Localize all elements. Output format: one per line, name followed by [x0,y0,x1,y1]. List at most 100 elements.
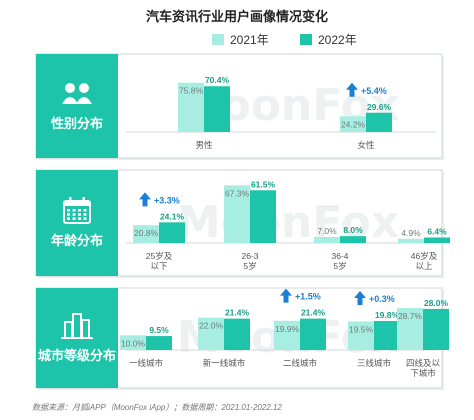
bar-2021 [120,335,146,350]
person-head-2 [79,83,89,93]
category-label: 女性 [357,140,375,150]
category-label: 46岁及 [411,251,438,261]
bar-2021 [314,237,340,243]
calendar-cell [67,213,70,216]
value-label-2022: 24.1% [160,211,185,221]
bar-2021 [178,82,204,132]
bar-2022 [224,318,250,350]
bar-2022 [159,222,185,243]
bar-2021 [224,185,250,243]
calendar-cell [72,217,76,220]
legend-label-2022: 2022年 [318,33,357,47]
bar-2021 [198,317,224,350]
bar-2022 [300,318,326,350]
category-label: 四线及以 [406,358,441,368]
calendar-cell [72,209,76,212]
bar-2022 [374,320,400,350]
value-label-2021: 19.9% [275,324,300,334]
panel-label-block [36,54,118,158]
calendar-cell [83,217,87,220]
legend-swatch-2022 [300,34,312,45]
value-label-2022: 6.4% [427,227,447,237]
bar-2021 [348,321,374,350]
legend-swatch-2021 [212,34,224,45]
category-label: 男性 [195,140,213,150]
bar-2022 [423,308,449,350]
bar-2021 [274,320,300,350]
legend-item-2021: 2021年 [212,33,269,47]
chart-panel-3: 城市等级分布MoonFox10.0%9.5%一线城市22.0%21.4%新一线城… [35,287,449,390]
up-arrow-icon [346,82,358,97]
person-head-1 [65,83,75,93]
category-label: 以上 [415,261,433,271]
change-annotation: +5.4% [361,86,387,96]
calendar-ring-1 [69,197,72,203]
value-label-2021: 20.8% [134,228,159,238]
value-label-2022: 8.0% [343,225,363,235]
calendar-cell [78,213,81,216]
panel-label: 性别分布 [51,116,103,131]
panel-label: 年龄分布 [51,233,103,248]
value-label-2021: 10.0% [121,338,146,348]
calendar-cell [67,217,70,220]
value-label-2022: 29.6% [367,102,392,112]
person-body-2 [76,97,92,104]
category-label: 新一线城市 [203,358,246,368]
bar-2022 [366,112,392,132]
person-body-1 [62,97,78,104]
change-annotation: +0.3% [369,294,395,304]
bar-2022 [340,236,366,243]
bar-2022 [424,237,450,243]
calendar-cell [72,213,76,216]
category-label: 26-3 [241,251,258,261]
value-label-2022: 21.4% [225,308,250,318]
value-label-2021: 28.7% [398,311,423,321]
calendar-ring-2 [82,197,85,203]
calendar-header [64,201,90,206]
legend: 2021年 2022年 [0,33,474,47]
value-label-2022: 70.4% [205,75,230,85]
category-label: 5岁 [333,261,346,271]
legend-label-2021: 2021年 [230,33,269,47]
category-label: 下城市 [410,368,436,378]
bar-2021 [133,225,159,243]
calendar-cell [83,209,87,212]
bar-2021 [340,116,366,132]
bar-2021 [397,307,423,350]
category-label: 二线城市 [283,358,318,368]
panel-label: 城市等级分布 [38,348,116,363]
bar-2021 [398,238,424,243]
value-label-2021: 24.2% [341,119,366,129]
data-source-footer: 数据来源：月狐iAPP（MoonFox iApp）；数据周期：2021.01-2… [32,403,282,412]
up-arrow-icon [139,192,151,207]
bar-2022 [146,336,172,350]
value-label-2022: 61.5% [251,179,276,189]
category-label: 三线城市 [357,358,392,368]
value-label-2021: 7.0% [317,226,337,236]
value-label-2021: 67.3% [225,188,250,198]
city-buildings-icon-2 [61,313,93,339]
people-icon-0 [62,83,92,104]
category-label: 5岁 [243,261,256,271]
up-arrow-icon [280,288,292,303]
calendar-cell [67,209,70,212]
bar-2022 [250,190,276,243]
calendar-cell [78,217,81,220]
calendar-icon-1 [63,197,91,224]
calendar-cell [83,213,87,216]
value-label-2021: 19.5% [349,324,374,334]
change-annotation: +3.3% [154,195,180,205]
change-annotation: +1.5% [295,292,321,302]
category-label: 一线城市 [129,358,164,368]
up-arrow-icon [354,290,366,305]
category-label: 以下 [150,261,168,271]
calendar-cell [78,209,81,212]
chart-title: 汽车资讯行业用户画像情况变化 [145,9,328,24]
value-label-2022: 21.4% [301,308,326,318]
value-label-2021: 4.9% [401,228,421,238]
value-label-2022: 19.8% [375,310,400,320]
bar-2022 [204,86,230,132]
value-label-2022: 28.0% [424,298,449,308]
legend-item-2022: 2022年 [300,33,357,47]
